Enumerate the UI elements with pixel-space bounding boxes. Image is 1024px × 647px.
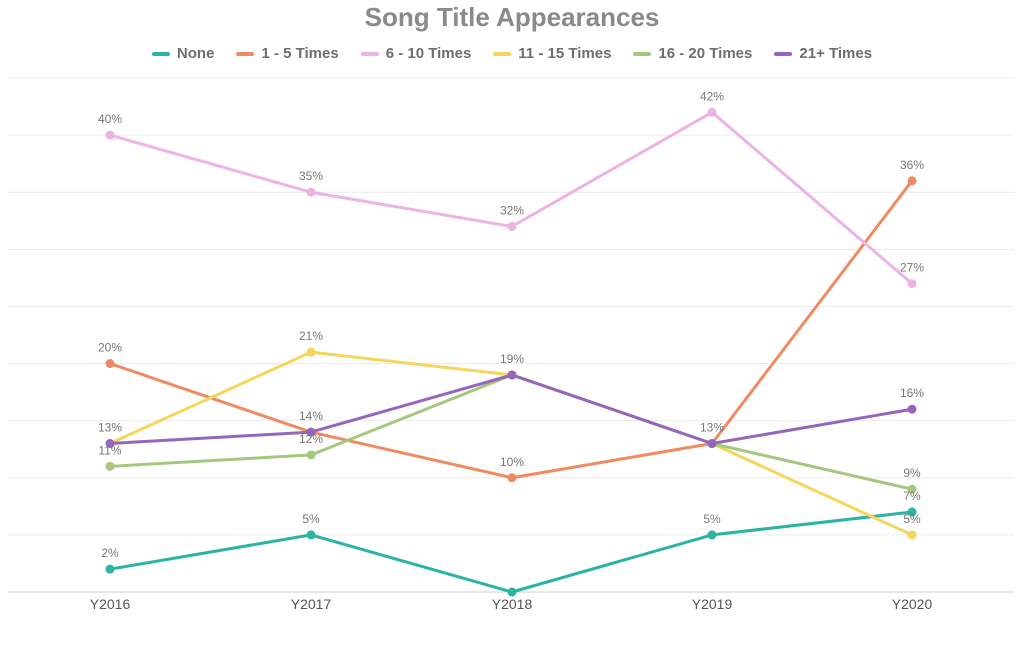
data-label: 13%: [700, 421, 724, 435]
data-point: [907, 530, 917, 540]
x-tick-label: Y2020: [892, 596, 933, 612]
data-label: 21%: [299, 329, 323, 343]
series-line: [109, 350, 913, 537]
data-label: 27%: [900, 261, 924, 275]
data-point: [707, 107, 717, 117]
data-label: 42%: [700, 89, 724, 103]
data-point: [306, 347, 316, 357]
data-label: 14%: [299, 409, 323, 423]
legend-label: 6 - 10 Times: [385, 45, 472, 62]
legend-label: 11 - 15 Times: [518, 45, 612, 62]
x-tick-label: Y2017: [291, 596, 332, 612]
data-point: [306, 187, 316, 197]
data-point: [507, 370, 517, 380]
series-line: [109, 373, 913, 491]
gridlines: [8, 77, 1014, 536]
data-label: 35%: [299, 169, 323, 183]
data-label: 9%: [903, 466, 921, 480]
data-label: 5%: [302, 512, 320, 526]
data-point: [507, 587, 517, 597]
legend-item-11-15-times[interactable]: 11 - 15 Times: [493, 45, 611, 62]
data-point: [306, 427, 316, 437]
legend-swatch: [360, 51, 379, 56]
data-point: [507, 473, 517, 483]
legend-swatch: [633, 51, 652, 56]
data-point: [907, 507, 917, 517]
legend-swatch: [151, 51, 170, 56]
data-point: [907, 404, 917, 414]
data-label: 12%: [299, 432, 323, 446]
legend-label: 21+ Times: [799, 45, 873, 62]
series-21-times: [105, 370, 917, 449]
data-label: 13%: [98, 421, 122, 435]
series-line: [109, 373, 913, 446]
data-label: 16%: [900, 386, 924, 400]
data-point: [105, 359, 115, 369]
data-point: [105, 461, 115, 471]
data-label: 36%: [900, 158, 924, 172]
data-label: 20%: [98, 341, 122, 355]
data-labels: 2% 5% 5% 7% 20% 10% 36% 40% 35% 32% 42% 27% 21% 5% 11%…: [98, 89, 924, 560]
legend-item-16-20-times[interactable]: 16 - 20 Times: [633, 45, 752, 62]
legend-item-1-5-times[interactable]: 1 - 5 Times: [236, 45, 339, 62]
data-label: 19%: [500, 352, 524, 366]
data-point: [907, 176, 917, 186]
data-label: 5%: [903, 512, 921, 526]
x-tick-label: Y2019: [692, 596, 733, 612]
data-point: [907, 484, 917, 494]
data-label: 7%: [903, 489, 921, 503]
legend: None 1 - 5 Times 6 - 10 Times 11 - 15 Times…: [0, 45, 1024, 62]
legend-item-none[interactable]: None: [151, 45, 215, 62]
data-point: [907, 279, 917, 289]
legend-swatch: [774, 51, 793, 56]
data-point: [306, 530, 316, 540]
data-label: 5%: [703, 512, 721, 526]
data-label: 11%: [98, 443, 121, 457]
data-label: 2%: [101, 546, 119, 560]
legend-item-6-10-times[interactable]: 6 - 10 Times: [360, 45, 472, 62]
data-label: 40%: [98, 112, 122, 126]
legend-label: None: [176, 45, 215, 62]
data-point: [707, 439, 717, 449]
data-label: 10%: [500, 455, 524, 469]
series-line: [109, 110, 913, 285]
data-point: [507, 221, 517, 231]
legend-item-21-times[interactable]: 21+ Times: [774, 45, 872, 62]
chart-title: Song Title Appearances: [364, 2, 660, 32]
series-6-10-times: [105, 107, 917, 289]
legend-swatch: [236, 51, 255, 56]
data-point: [105, 439, 115, 449]
legend-swatch: [493, 51, 512, 56]
legend-label: 16 - 20 Times: [658, 45, 753, 62]
series-line: [109, 510, 913, 594]
x-tick-label: Y2018: [492, 596, 533, 612]
data-point: [306, 450, 316, 460]
legend-label: 1 - 5 Times: [261, 45, 339, 62]
data-point: [105, 130, 115, 140]
data-point: [707, 530, 717, 540]
data-point: [105, 564, 115, 574]
data-label: 32%: [500, 203, 524, 217]
series-none: [105, 507, 917, 597]
x-tick-label: Y2016: [90, 596, 131, 612]
